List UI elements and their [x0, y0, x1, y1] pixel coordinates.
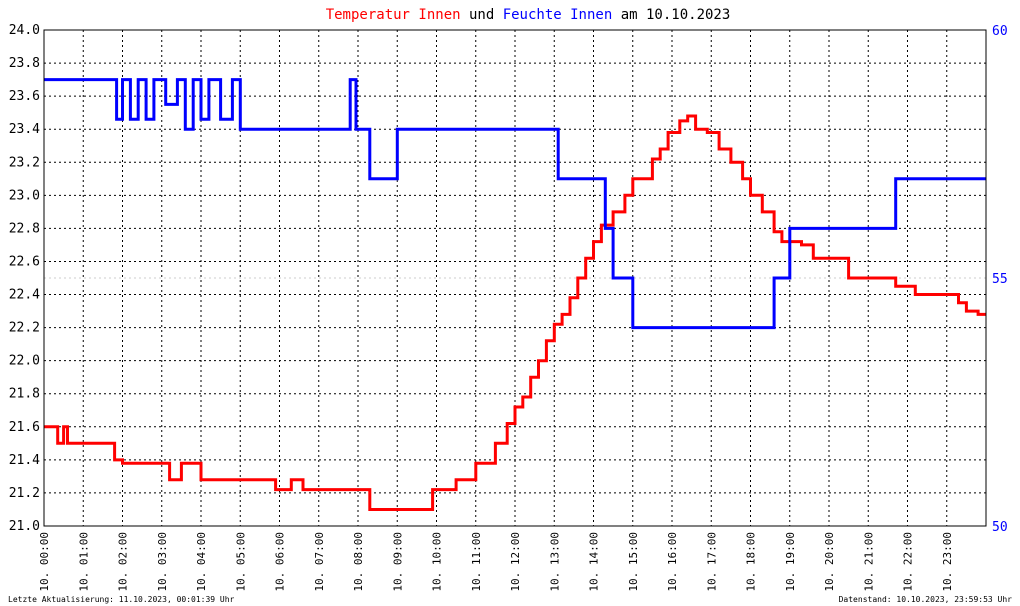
x-tick-label: 10. 16:00 [666, 532, 679, 592]
x-axis: 10. 00:00 10. 01:00 10. 02:00 10. 03:00 10. … [38, 532, 954, 592]
y-left-tick-label: 21.4 [9, 453, 40, 468]
title-segment-3: am 10.10.2023 [612, 7, 730, 23]
x-tick-label: 10. 01:00 [77, 532, 90, 592]
x-tick-label: 10. 03:00 [156, 532, 169, 592]
x-tick-label: 10. 07:00 [313, 532, 326, 592]
y-left-tick-label: 22.2 [9, 321, 40, 336]
y-right-tick-label: 60 [992, 24, 1008, 39]
series-line [44, 114, 986, 511]
x-tick-label: 10. 22:00 [902, 532, 915, 592]
title-segment-2: Feuchte Innen [503, 7, 613, 23]
y-right-tick-label: 50 [992, 520, 1008, 535]
y-left-tick-label: 23.2 [9, 155, 40, 170]
chart-title: Temperatur Innen und Feuchte Innen am 10… [326, 7, 731, 23]
plot-frame [43, 29, 987, 527]
x-tick-label: 10. 17:00 [705, 532, 718, 592]
y-left-tick-label: 21.6 [9, 420, 40, 435]
x-tick-label: 10. 23:00 [941, 532, 954, 592]
y-axis-right: 50 55 60 [992, 24, 1008, 535]
y-left-tick-label: 23.6 [9, 89, 40, 104]
series-temperatur-innen [44, 114, 986, 511]
y-left-tick-label: 22.4 [9, 288, 40, 303]
y-left-tick-label: 23.4 [9, 122, 40, 137]
x-tick-label: 10. 05:00 [234, 532, 247, 592]
footer-left: Letzte Aktualisierung: 11.10.2023, 00:01… [8, 595, 235, 604]
x-tick-label: 10. 11:00 [470, 532, 483, 592]
grid [44, 30, 986, 526]
x-tick-label: 10. 15:00 [627, 532, 640, 592]
x-tick-label: 10. 19:00 [784, 532, 797, 592]
x-tick-label: 10. 20:00 [823, 532, 836, 592]
x-tick-label: 10. 12:00 [509, 532, 522, 592]
y-left-tick-label: 21.2 [9, 486, 40, 501]
x-tick-label: 10. 08:00 [352, 532, 365, 592]
series-feuchte-innen [44, 78, 986, 330]
y-left-tick-label: 21.0 [9, 519, 40, 534]
series-line [44, 78, 986, 330]
y-left-tick-label: 23.0 [9, 188, 40, 203]
x-tick-label: 10. 06:00 [274, 532, 287, 592]
title-segment-0: Temperatur Innen [326, 7, 461, 23]
x-tick-label: 10. 21:00 [862, 532, 875, 592]
x-tick-label: 10. 10:00 [431, 532, 444, 592]
x-tick-label: 10. 00:00 [38, 532, 51, 592]
title-segment-1: und [461, 7, 503, 23]
x-tick-label: 10. 13:00 [548, 532, 561, 592]
y-axis-left: 21.0 21.2 21.4 21.6 21.8 22.0 22.2 22.4 22.6 22.8… [9, 23, 40, 534]
x-tick-label: 10. 02:00 [117, 532, 130, 592]
y-left-tick-label: 22.6 [9, 254, 40, 269]
y-left-tick-label: 22.0 [9, 354, 40, 369]
y-left-tick-label: 21.8 [9, 387, 40, 402]
x-tick-label: 10. 04:00 [195, 532, 208, 592]
y-right-tick-label: 55 [992, 272, 1008, 287]
x-tick-label: 10. 09:00 [391, 532, 404, 592]
y-left-tick-label: 22.8 [9, 221, 40, 236]
x-tick-label: 10. 14:00 [588, 532, 601, 592]
footer-right: Datenstand: 10.10.2023, 23:59:53 Uhr [839, 595, 1013, 604]
y-left-tick-label: 23.8 [9, 56, 40, 71]
y-left-tick-label: 24.0 [9, 23, 40, 38]
series-layer [44, 78, 986, 511]
x-tick-label: 10. 18:00 [745, 532, 758, 592]
